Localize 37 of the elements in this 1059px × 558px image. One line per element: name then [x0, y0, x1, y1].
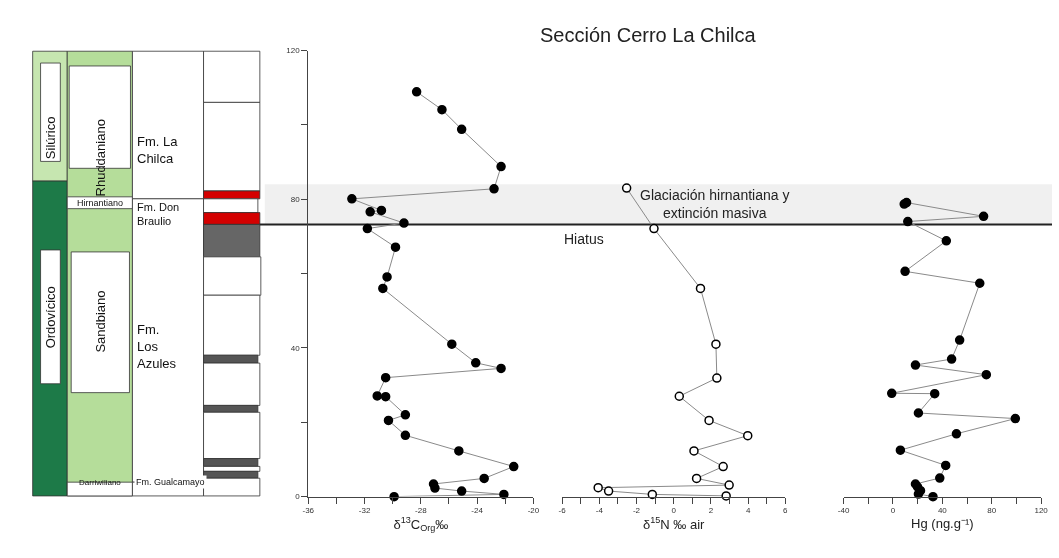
x-tick-label: 120 [1034, 506, 1049, 516]
x-tick-label: 80 [987, 506, 997, 516]
x-tick-label: 6 [783, 506, 789, 516]
x-tick-label: -6 [558, 506, 567, 516]
text: Hirnantiano [77, 198, 124, 208]
text: Fm. Don Braulio [137, 201, 180, 228]
x-tick-label: -32 [358, 506, 371, 516]
text: Sandbiano [93, 290, 109, 353]
x-tick-label: -36 [302, 506, 315, 516]
x-tick-label: -4 [595, 506, 604, 516]
x-axis-title: δ$^{15}$N ‰ air [642, 515, 706, 532]
x-tick-label: 0 [890, 506, 896, 516]
x-tick-label: 40 [937, 506, 948, 516]
text: Fm. La Chilca [137, 134, 179, 166]
y-tick-label: 120 [286, 46, 301, 56]
text: Rhuddaniano [93, 119, 109, 197]
text: Darriwiliano [79, 478, 122, 487]
x-axis-title: Hg (ng.g⁻¹) [911, 515, 974, 531]
text: Fm. Gualcamayo [136, 477, 205, 487]
x-tick-label: -20 [527, 506, 540, 516]
x-axis-title: δ$^{13}$C$_{Org}$‰ [393, 515, 449, 534]
y-tick-label: 80 [290, 195, 301, 205]
y-tick-label: 40 [290, 343, 301, 353]
band-label: Glaciación hirnantiana y extinción masiva [640, 187, 790, 222]
text: Fm. Los Azules [137, 322, 177, 371]
x-tick-label: -28 [415, 506, 428, 516]
y-tick-label: 0 [295, 492, 301, 502]
x-tick-label: -2 [632, 506, 641, 516]
x-tick-label: 2 [708, 506, 714, 516]
x-tick-label: 4 [745, 506, 751, 516]
x-tick-label: 0 [671, 506, 677, 516]
ref-line-label: Hiatus [564, 231, 604, 247]
x-tick-label: -24 [471, 506, 484, 516]
text: Ordovícico [42, 286, 58, 349]
x-tick-label: -40 [837, 506, 850, 516]
text: Silúrico [42, 116, 58, 160]
chart-title: Sección Cerro La Chilca [540, 24, 757, 46]
